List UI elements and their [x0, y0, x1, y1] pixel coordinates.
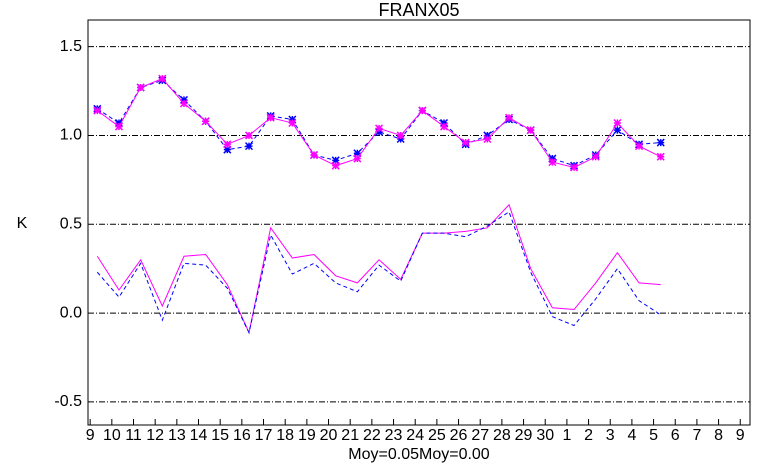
x-tick-label: 25 — [428, 427, 446, 444]
point-marker — [93, 106, 102, 115]
point-marker — [114, 118, 124, 128]
point-marker — [244, 131, 254, 140]
x-tick-label: 11 — [125, 427, 142, 444]
point-marker — [396, 134, 405, 144]
point-marker — [201, 117, 210, 126]
x-tick-label: 3 — [606, 427, 615, 444]
x-tick-label: 13 — [168, 427, 186, 444]
point-marker — [353, 149, 362, 158]
x-tick-label: 8 — [714, 427, 723, 444]
point-marker — [570, 163, 579, 172]
x-tick-label: 26 — [450, 427, 468, 444]
y-tick-label: 0.0 — [60, 304, 82, 321]
x-tick-label: 5 — [649, 427, 658, 444]
x-tick-label: 18 — [276, 427, 294, 444]
x-tick-label: 9 — [86, 427, 95, 444]
x-tick-label: 4 — [627, 427, 636, 444]
point-marker — [158, 74, 167, 83]
x-tick-label: 12 — [146, 427, 164, 444]
y-tick-label: -0.5 — [54, 393, 82, 410]
x-tick-label: 9 — [736, 427, 745, 444]
point-marker — [288, 118, 297, 128]
point-marker — [613, 118, 622, 128]
series-line — [97, 78, 661, 168]
y-tick-label: 1.0 — [60, 127, 82, 144]
y-tick-label: 0.5 — [60, 215, 82, 232]
x-tick-label: 14 — [190, 427, 208, 444]
x-tick-label: 30 — [536, 427, 554, 444]
point-marker — [505, 113, 514, 122]
point-marker — [439, 118, 449, 128]
series-line — [97, 79, 661, 167]
x-tick-label: 22 — [363, 427, 381, 444]
x-tick-label: 24 — [406, 427, 424, 444]
y-axis-label: K — [17, 215, 28, 232]
chart-title: FRANX05 — [378, 0, 459, 20]
series-line — [96, 211, 661, 335]
point-marker — [223, 140, 232, 149]
point-marker — [656, 138, 665, 147]
x-tick-label: 19 — [298, 427, 316, 444]
point-marker — [418, 106, 427, 115]
point-marker — [396, 131, 405, 140]
x-tick-label: 28 — [493, 427, 511, 444]
x-tick-label: 15 — [211, 427, 229, 444]
point-marker — [179, 95, 189, 104]
point-marker — [656, 152, 665, 161]
point-marker — [288, 115, 297, 124]
x-tick-label: 16 — [233, 427, 251, 444]
point-marker — [353, 154, 362, 163]
x-axis-label: Moy=0.05Moy=0.00 — [348, 446, 490, 463]
point-marker — [548, 154, 557, 163]
point-marker — [331, 161, 340, 170]
x-tick-label: 17 — [255, 427, 273, 444]
point-marker — [136, 83, 145, 92]
point-marker — [266, 113, 275, 122]
x-tick-label: 27 — [471, 427, 489, 444]
x-tick-label: 21 — [341, 427, 359, 444]
point-marker — [309, 150, 319, 160]
point-marker — [526, 126, 535, 135]
x-tick-label: 29 — [515, 427, 533, 444]
point-marker — [331, 156, 340, 165]
point-marker — [179, 99, 189, 108]
y-tick-label: 1.5 — [60, 38, 82, 55]
x-tick-label: 2 — [584, 427, 593, 444]
x-tick-label: 20 — [320, 427, 338, 444]
x-tick-label: 6 — [671, 427, 680, 444]
point-marker — [548, 158, 557, 167]
x-tick-label: 1 — [562, 427, 571, 444]
point-marker — [591, 152, 600, 161]
plot-frame — [87, 19, 751, 426]
point-marker — [114, 122, 124, 131]
x-tick-label: 23 — [385, 427, 403, 444]
point-marker — [613, 126, 622, 135]
point-marker — [483, 131, 492, 140]
x-tick-label: 10 — [103, 427, 121, 444]
point-marker — [461, 138, 470, 147]
x-tick-label: 7 — [692, 427, 701, 444]
point-marker — [374, 124, 384, 133]
series-line — [96, 203, 661, 335]
point-marker — [483, 134, 492, 144]
point-marker — [374, 127, 384, 136]
point-marker — [223, 145, 232, 154]
point-marker — [439, 122, 449, 131]
point-marker — [635, 142, 644, 151]
point-marker — [244, 142, 254, 151]
